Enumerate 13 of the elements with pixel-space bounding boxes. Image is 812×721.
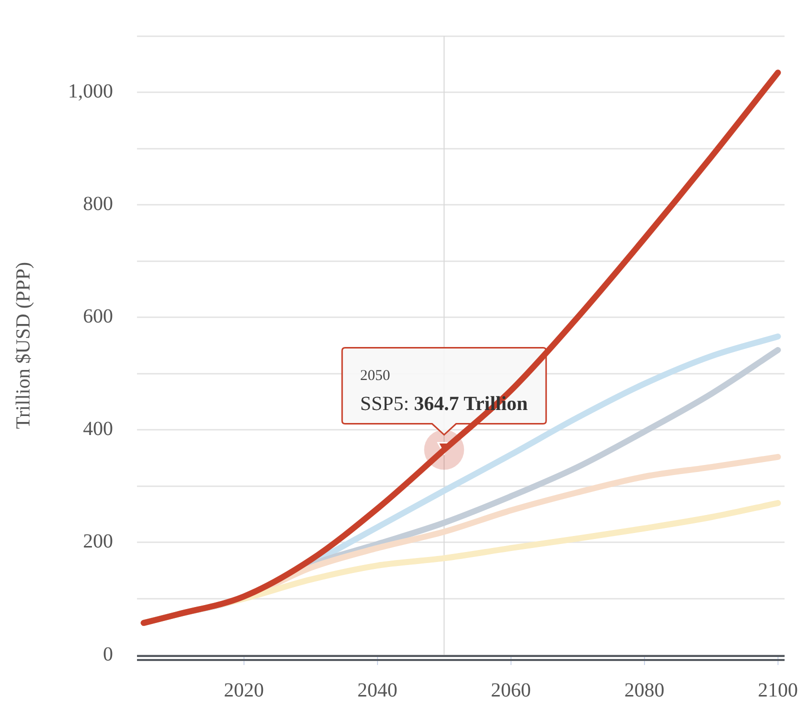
y-tick-label: 1,000 bbox=[68, 80, 113, 103]
y-tick-label: 800 bbox=[83, 193, 113, 216]
x-tick-label: 2100 bbox=[758, 679, 798, 702]
x-tick-label: 2080 bbox=[624, 679, 664, 702]
y-tick-label: 200 bbox=[83, 530, 113, 553]
y-axis-title: Trillion $USD (PPP) bbox=[12, 262, 34, 430]
y-tick-label: 600 bbox=[83, 306, 113, 328]
y-tick-label: 400 bbox=[83, 418, 113, 440]
x-tick-label: 2060 bbox=[490, 679, 531, 702]
x-tick-label: 2040 bbox=[357, 679, 398, 702]
y-tick-label: 0 bbox=[103, 643, 113, 666]
x-tick-label: 2020 bbox=[224, 679, 264, 702]
annotation: 2050 bbox=[360, 368, 390, 384]
